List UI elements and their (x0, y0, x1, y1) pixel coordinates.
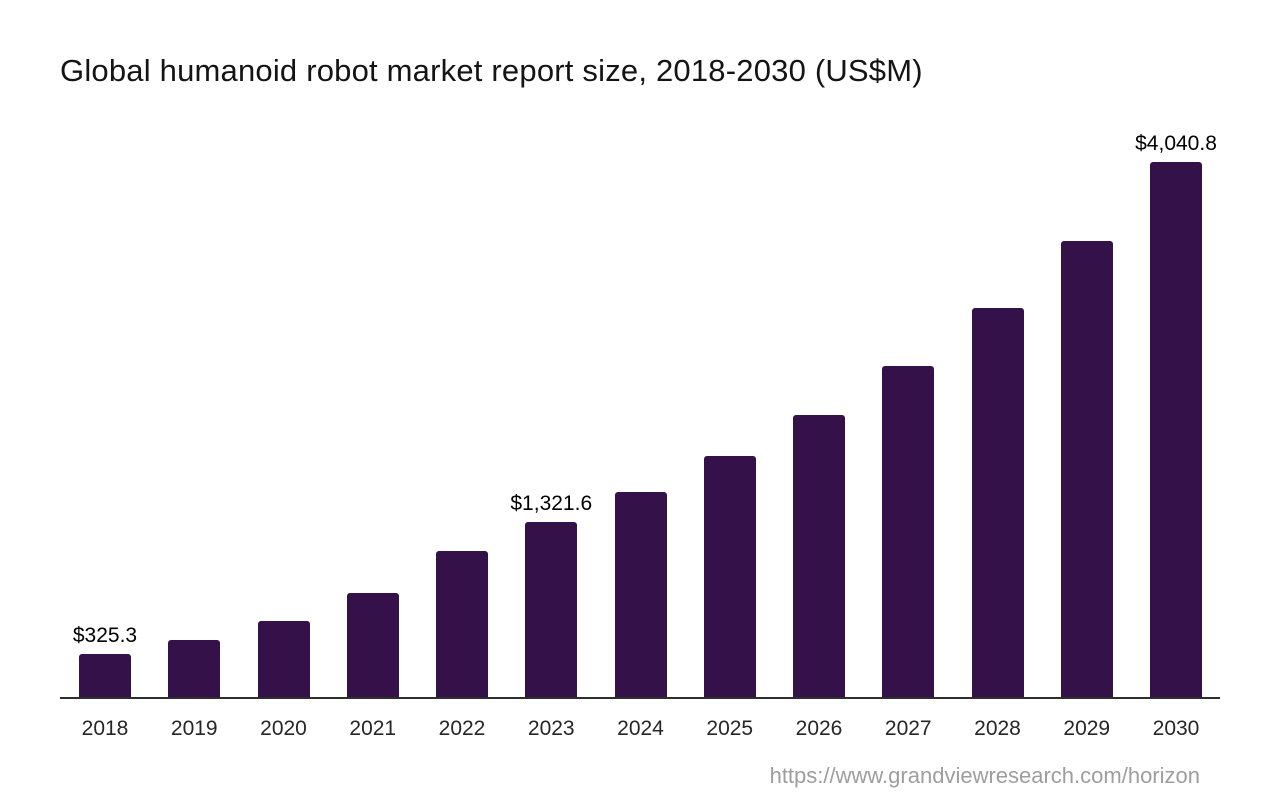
value-label-2018: $325.3 (72, 624, 138, 647)
x-tick-2029: 2029 (1063, 717, 1111, 740)
x-tick-2024: 2024 (617, 717, 664, 740)
bar-2021 (346, 593, 399, 697)
bar-2023 (525, 522, 578, 697)
bar-2024 (614, 492, 667, 697)
x-tick-2028: 2028 (974, 717, 1021, 740)
x-tick-2022: 2022 (438, 717, 486, 740)
chart-title: Global humanoid robot market report size… (60, 53, 923, 88)
x-tick-2025: 2025 (706, 717, 754, 740)
x-tick-2030: 2030 (1152, 717, 1200, 740)
bar-2027 (882, 366, 935, 697)
x-axis-line (60, 697, 1220, 699)
bar-2029 (1060, 241, 1113, 697)
x-tick-2026: 2026 (795, 717, 843, 740)
x-tick-2023: 2023 (527, 717, 575, 740)
x-tick-2018: 2018 (81, 717, 129, 740)
source-url: https://www.grandviewresearch.com/horizo… (769, 763, 1200, 788)
bar-2019 (168, 640, 221, 697)
bar-2028 (971, 308, 1024, 697)
x-tick-2021: 2021 (349, 717, 397, 740)
x-tick-2027: 2027 (884, 717, 932, 740)
bar-2020 (257, 621, 310, 697)
bar-2025 (703, 456, 756, 697)
bar-2022 (436, 551, 488, 697)
x-tick-2019: 2019 (170, 717, 218, 740)
bar-2030 (1150, 162, 1202, 697)
value-label-2030: $4,040.8 (1135, 132, 1217, 155)
x-tick-2020: 2020 (260, 717, 307, 740)
bar-2026 (793, 415, 845, 697)
value-label-2023: $1,321.6 (510, 492, 593, 515)
bar-2018 (79, 654, 131, 697)
